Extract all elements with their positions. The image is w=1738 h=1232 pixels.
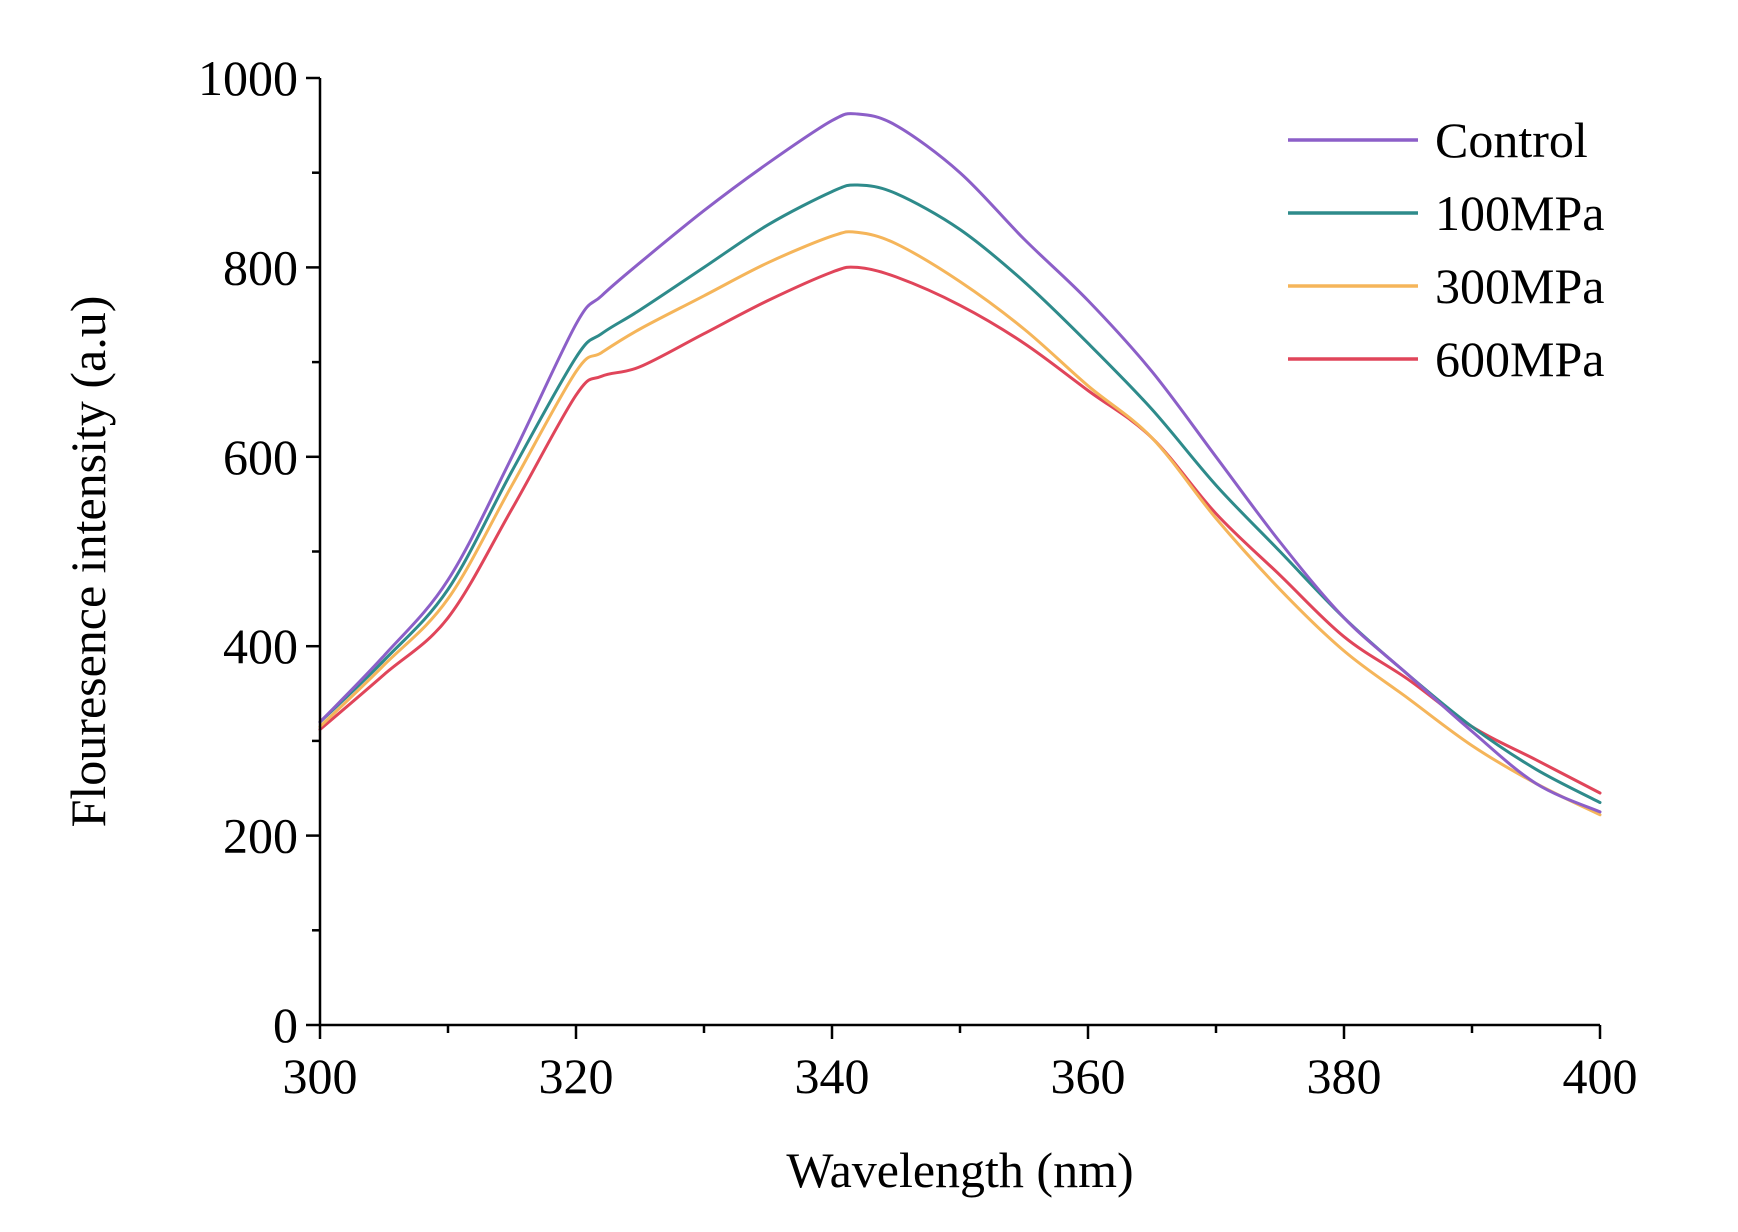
x-tick-label: 380 bbox=[1307, 1048, 1382, 1104]
y-axis-title: Flouresence intensity (a.u) bbox=[60, 296, 116, 828]
y-tick-label: 1000 bbox=[198, 50, 298, 106]
x-tick-label: 320 bbox=[539, 1048, 614, 1104]
x-tick-label: 400 bbox=[1563, 1048, 1638, 1104]
series-line-100mpa bbox=[318, 183, 1602, 804]
x-tick-label: 340 bbox=[795, 1048, 870, 1104]
series-layer bbox=[318, 112, 1602, 817]
x-tick-label: 360 bbox=[1051, 1048, 1126, 1104]
x-tick-label: 300 bbox=[283, 1048, 358, 1104]
series-line-control bbox=[318, 112, 1602, 814]
legend-label-100mpa: 100MPa bbox=[1435, 185, 1604, 241]
y-tick-label: 0 bbox=[273, 997, 298, 1053]
y-tick-label: 600 bbox=[223, 429, 298, 485]
y-tick-label: 800 bbox=[223, 239, 298, 295]
x-axis-title: Wavelength (nm) bbox=[786, 1142, 1133, 1198]
y-tick-label: 200 bbox=[223, 808, 298, 864]
series-line-600mpa bbox=[318, 265, 1602, 795]
y-tick-label: 400 bbox=[223, 618, 298, 674]
series-line-300mpa bbox=[318, 230, 1602, 817]
legend: Control 100MPa 300MPa 600MPa bbox=[1288, 112, 1604, 387]
axes-layer bbox=[318, 78, 1600, 1027]
legend-label-600mpa: 600MPa bbox=[1435, 331, 1604, 387]
legend-label-300mpa: 300MPa bbox=[1435, 258, 1604, 314]
legend-label-control: Control bbox=[1435, 112, 1588, 168]
ticks-layer: 300 320 340 360 380 400 0 200 400 600 800 1000 bbox=[198, 50, 1638, 1104]
